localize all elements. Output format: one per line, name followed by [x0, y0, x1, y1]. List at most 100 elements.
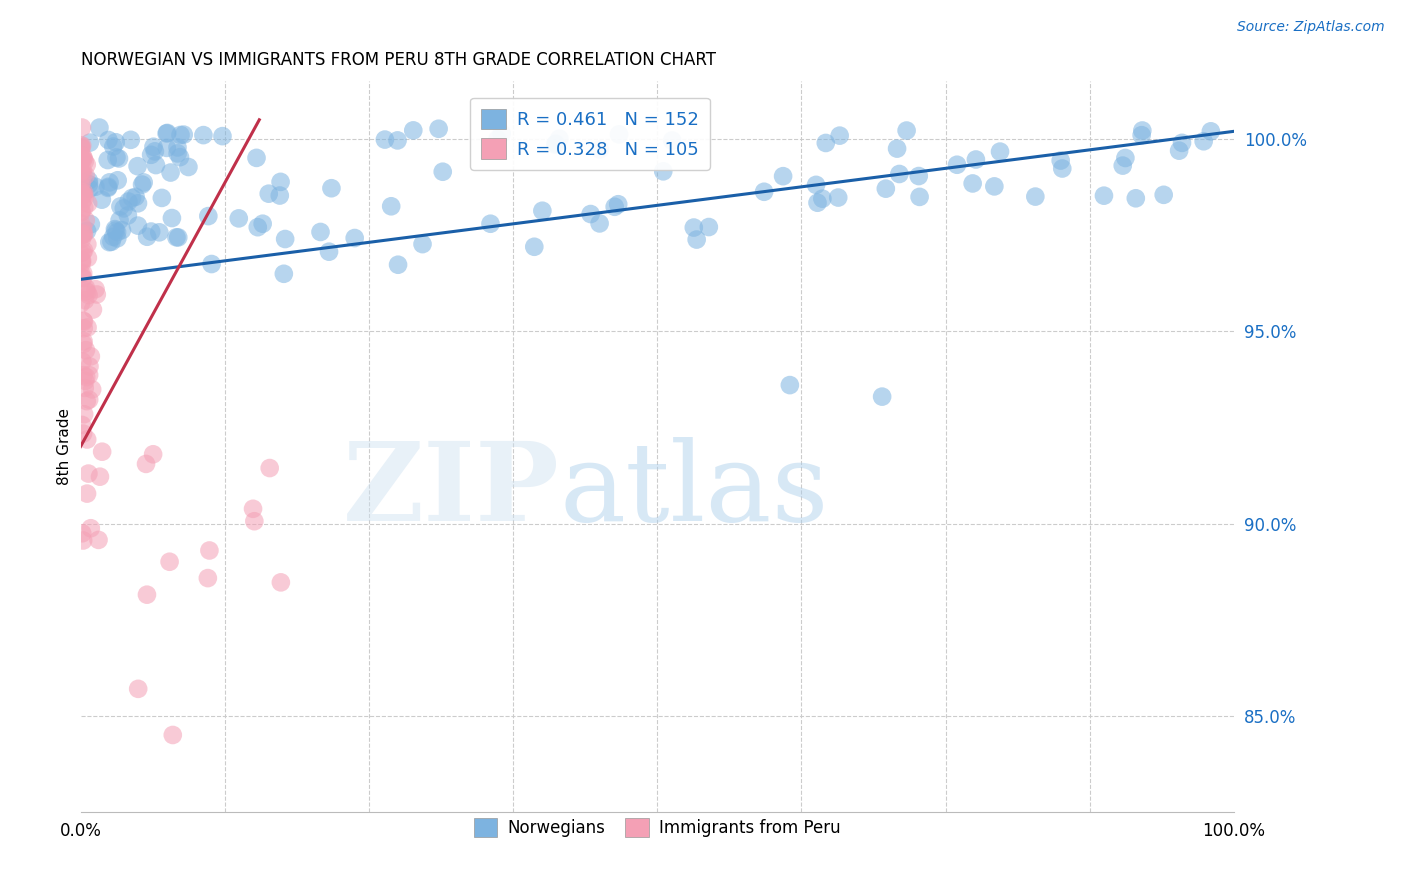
- Point: [77, 392, 100, 407]
- Point: [75, 284, 97, 298]
- Point: [70, 165, 93, 179]
- Point: [70, 185, 93, 199]
- Point: [402, 123, 425, 137]
- Point: [89, 120, 111, 135]
- Point: [117, 208, 139, 222]
- Point: [69, 165, 91, 179]
- Text: Source: ZipAtlas.com: Source: ZipAtlas.com: [1237, 20, 1385, 34]
- Point: [135, 457, 157, 471]
- Point: [72, 245, 94, 260]
- Point: [159, 165, 181, 179]
- Point: [962, 177, 984, 191]
- Point: [76, 158, 98, 172]
- Point: [72, 314, 94, 328]
- Point: [156, 141, 179, 155]
- Point: [73, 321, 96, 335]
- Point: [70, 140, 93, 154]
- Point: [70, 138, 93, 153]
- Point: [169, 128, 191, 142]
- Point: [70, 138, 93, 153]
- Point: [73, 154, 96, 169]
- Point: [811, 192, 834, 206]
- Point: [150, 191, 173, 205]
- Point: [380, 199, 402, 213]
- Point: [72, 271, 94, 285]
- Point: [804, 178, 827, 192]
- Point: [167, 230, 190, 244]
- Point: [75, 281, 97, 295]
- Text: atlas: atlas: [560, 437, 828, 544]
- Point: [84, 282, 107, 296]
- Point: [82, 383, 104, 397]
- Point: [752, 185, 775, 199]
- Point: [72, 533, 94, 548]
- Point: [77, 467, 100, 481]
- Point: [132, 176, 155, 190]
- Point: [589, 142, 612, 156]
- Point: [73, 188, 96, 202]
- Point: [875, 182, 897, 196]
- Point: [103, 139, 125, 153]
- Point: [108, 213, 131, 227]
- Point: [101, 230, 124, 244]
- Point: [603, 200, 626, 214]
- Point: [127, 219, 149, 233]
- Point: [97, 181, 120, 195]
- Point: [97, 133, 120, 147]
- Point: [97, 153, 120, 167]
- Point: [193, 128, 215, 142]
- Point: [896, 123, 918, 137]
- Point: [75, 374, 97, 388]
- Point: [523, 240, 546, 254]
- Point: [70, 256, 93, 270]
- Point: [139, 148, 162, 162]
- Point: [270, 175, 292, 189]
- Point: [77, 288, 100, 302]
- Point: [579, 207, 602, 221]
- Point: [72, 149, 94, 163]
- Point: [142, 447, 165, 461]
- Point: [211, 129, 233, 144]
- Point: [697, 220, 720, 235]
- Point: [1112, 159, 1135, 173]
- Point: [76, 394, 98, 409]
- Point: [121, 191, 143, 205]
- Point: [269, 188, 291, 202]
- Point: [127, 196, 149, 211]
- Point: [1199, 124, 1222, 138]
- Point: [1168, 144, 1191, 158]
- Point: [80, 217, 103, 231]
- Point: [105, 150, 128, 164]
- Point: [70, 203, 93, 218]
- Point: [309, 225, 332, 239]
- Point: [75, 293, 97, 308]
- Point: [76, 433, 98, 447]
- Point: [661, 134, 683, 148]
- Point: [162, 728, 184, 742]
- Point: [1171, 136, 1194, 150]
- Point: [70, 205, 93, 219]
- Point: [173, 128, 195, 142]
- Point: [1125, 191, 1147, 205]
- Point: [652, 164, 675, 178]
- Point: [70, 227, 93, 242]
- Point: [965, 153, 987, 167]
- Point: [159, 555, 181, 569]
- Point: [886, 142, 908, 156]
- Point: [142, 140, 165, 154]
- Point: [607, 128, 630, 142]
- Point: [548, 131, 571, 145]
- Point: [69, 296, 91, 310]
- Point: [77, 174, 100, 188]
- Point: [870, 390, 893, 404]
- Point: [75, 213, 97, 227]
- Point: [246, 220, 269, 235]
- Point: [343, 231, 366, 245]
- Point: [531, 203, 554, 218]
- Point: [155, 127, 177, 141]
- Point: [69, 178, 91, 192]
- Point: [160, 211, 183, 225]
- Point: [72, 368, 94, 383]
- Point: [76, 224, 98, 238]
- Point: [72, 354, 94, 368]
